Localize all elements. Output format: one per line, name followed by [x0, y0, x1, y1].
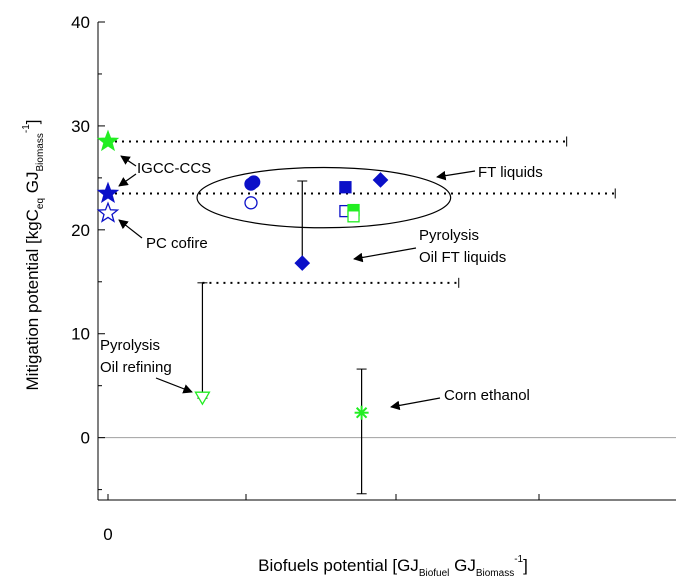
circle-marker	[244, 196, 258, 210]
square-marker	[347, 210, 360, 223]
annotation-pyrolysis-ft-line1: Pyrolysis	[419, 227, 479, 244]
annotation-ft-liquids: FT liquids	[478, 164, 543, 181]
annotation-pyrolysis-refining-line1: Pyrolysis	[100, 337, 160, 354]
square-marker	[339, 181, 352, 194]
diamond-marker	[372, 172, 389, 188]
arrow-igcc-green	[120, 155, 137, 167]
x-tick-label: 0	[103, 525, 112, 544]
arrow-corn-ethanol	[390, 397, 441, 411]
diamond-marker	[294, 255, 311, 271]
star-marker	[96, 201, 120, 223]
y-tick-label: 20	[71, 221, 90, 240]
dotted-lines	[108, 136, 616, 288]
star-marker	[96, 181, 120, 203]
data-points	[96, 129, 389, 420]
annotation-pc-cofire: PC cofire	[146, 235, 208, 252]
asterisk-marker-stroke	[355, 407, 368, 419]
y-axis-label: Mitigation potential [kgCeq GJBiomass-1]	[21, 119, 46, 390]
arrow-igcc-blue	[118, 173, 137, 187]
arrow-pc-cofire	[118, 219, 143, 239]
annotation-igcc-ccs: IGCC-CCS	[137, 160, 211, 177]
annotation-pyrolysis-ft-line2: Oil FT liquids	[419, 249, 506, 266]
star-marker	[96, 129, 120, 152]
y-tick-label: 40	[71, 13, 90, 32]
y-tick-label: 0	[81, 429, 90, 448]
annotation-corn-ethanol: Corn ethanol	[444, 387, 530, 404]
error-bars	[197, 180, 367, 495]
arrow-ft-liquids	[436, 170, 476, 181]
annotations: IGCC-CCS PC cofire FT liquids Pyrolysis Oil …	[100, 155, 543, 411]
arrow-pyrolysis-refining	[155, 377, 193, 394]
arrow-pyrolysis-ft	[353, 247, 417, 263]
triangle-down-marker	[194, 391, 211, 406]
ft-ellipse-group	[196, 166, 452, 229]
x-axis-label: Biofuels potential [GJBiofuel GJBiomass-…	[258, 554, 528, 579]
y-tick-label: 10	[71, 325, 90, 344]
circle-marker	[244, 177, 258, 191]
annotation-pyrolysis-refining-line2: Oil refining	[100, 359, 172, 376]
axes: 0 10 20 30 40 0	[71, 13, 676, 544]
ft-ellipse	[196, 166, 452, 229]
y-tick-label: 30	[71, 117, 90, 136]
